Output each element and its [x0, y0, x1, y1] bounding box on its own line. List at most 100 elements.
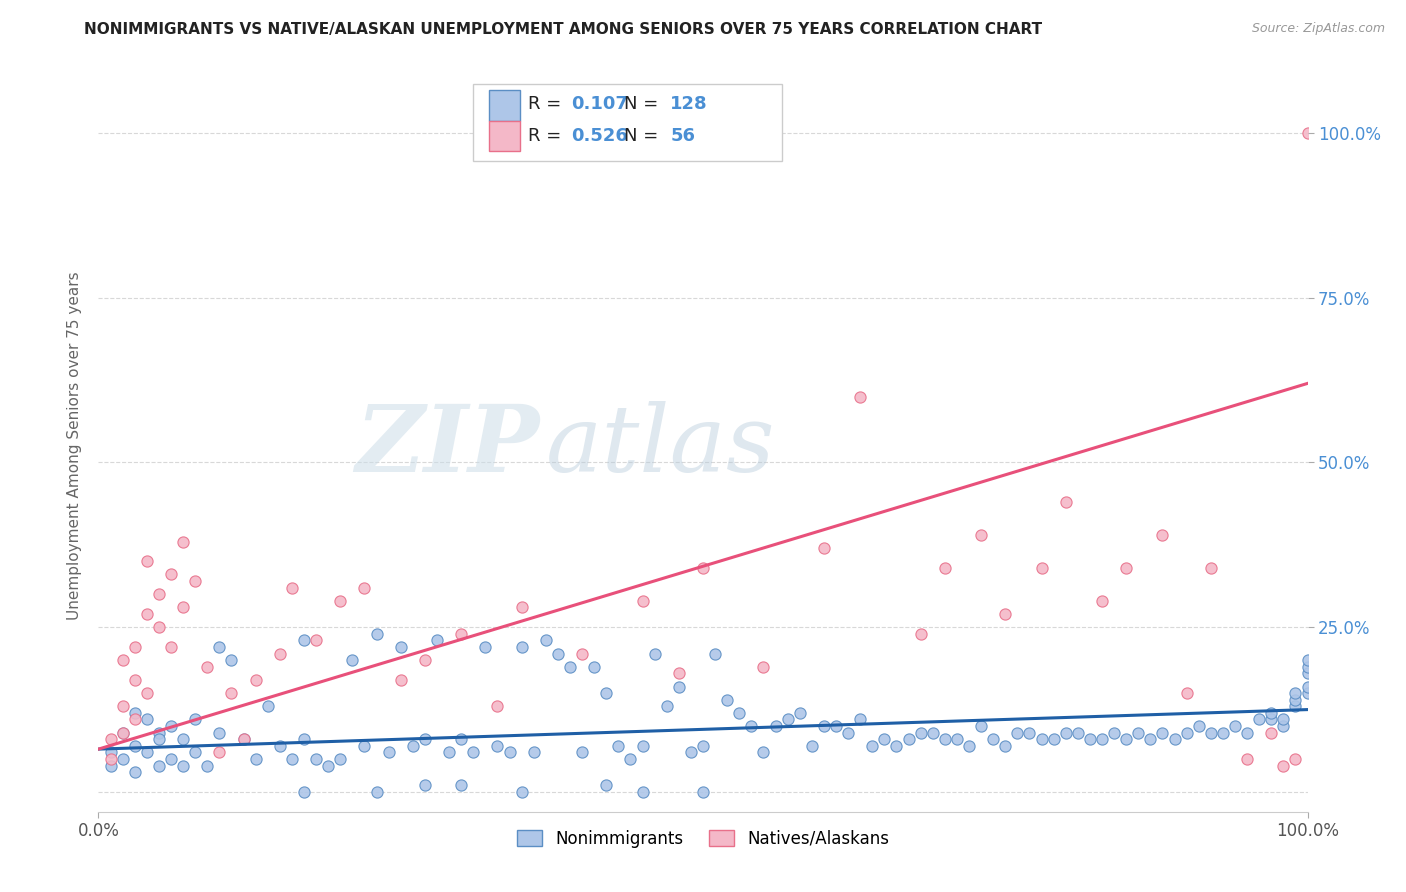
Point [1260, 706, 1282, 720]
Point [668, 680, 690, 694]
Point [366, 627, 388, 641]
Point [1054, 495, 1077, 509]
Point [1260, 725, 1282, 739]
Point [124, 706, 146, 720]
Text: 0.107: 0.107 [571, 95, 628, 113]
Point [148, 620, 170, 634]
Point [135, 554, 157, 568]
Point [631, 594, 654, 608]
Point [292, 785, 315, 799]
Point [486, 699, 509, 714]
Point [124, 640, 146, 654]
Point [704, 647, 727, 661]
Point [474, 640, 496, 654]
Point [172, 534, 194, 549]
Point [329, 594, 352, 608]
Point [305, 752, 328, 766]
Point [172, 600, 194, 615]
Point [486, 739, 509, 753]
Point [994, 607, 1017, 621]
Point [389, 673, 412, 687]
Point [184, 746, 207, 760]
FancyBboxPatch shape [474, 84, 782, 161]
Point [413, 778, 436, 792]
Point [111, 725, 134, 739]
Point [510, 600, 533, 615]
Point [1152, 528, 1174, 542]
Text: 56: 56 [671, 127, 696, 145]
Point [849, 390, 872, 404]
Point [1296, 680, 1319, 694]
Text: R =: R = [527, 95, 567, 113]
Point [463, 746, 485, 760]
Point [910, 627, 932, 641]
Legend: Nonimmigrants, Natives/Alaskans: Nonimmigrants, Natives/Alaskans [510, 823, 896, 855]
Point [124, 739, 146, 753]
Point [510, 640, 533, 654]
Point [232, 732, 254, 747]
Point [124, 673, 146, 687]
Point [195, 659, 218, 673]
Point [1296, 126, 1319, 140]
Text: NONIMMIGRANTS VS NATIVE/ALASKAN UNEMPLOYMENT AMONG SENIORS OVER 75 YEARS CORRELA: NONIMMIGRANTS VS NATIVE/ALASKAN UNEMPLOY… [84, 22, 1042, 37]
Point [740, 719, 762, 733]
Point [970, 528, 993, 542]
Point [886, 739, 908, 753]
Point [269, 739, 291, 753]
Point [547, 647, 569, 661]
Point [1067, 725, 1090, 739]
Point [1272, 719, 1295, 733]
Point [148, 725, 170, 739]
Point [789, 706, 811, 720]
Point [329, 752, 352, 766]
Point [1115, 732, 1137, 747]
Point [172, 758, 194, 772]
Point [934, 561, 956, 575]
Text: N =: N = [624, 127, 665, 145]
Point [232, 732, 254, 747]
Point [1212, 725, 1234, 739]
Point [655, 699, 678, 714]
Point [377, 746, 399, 760]
Point [292, 732, 315, 747]
Point [353, 739, 375, 753]
Point [1139, 732, 1161, 747]
Point [510, 785, 533, 799]
Point [1272, 713, 1295, 727]
Text: 0.526: 0.526 [571, 127, 628, 145]
Point [910, 725, 932, 739]
Point [571, 647, 593, 661]
Point [124, 713, 146, 727]
Point [813, 719, 835, 733]
Point [692, 785, 714, 799]
FancyBboxPatch shape [489, 120, 520, 152]
Point [172, 732, 194, 747]
Point [135, 746, 157, 760]
Point [728, 706, 751, 720]
Point [1078, 732, 1101, 747]
Point [208, 746, 231, 760]
Point [752, 659, 775, 673]
Text: R =: R = [527, 127, 567, 145]
Point [558, 659, 581, 673]
Point [631, 739, 654, 753]
Point [1054, 725, 1077, 739]
Point [837, 725, 859, 739]
Point [111, 725, 134, 739]
Point [1128, 725, 1150, 739]
Point [100, 732, 122, 747]
Point [1031, 561, 1053, 575]
Point [873, 732, 896, 747]
Point [1115, 561, 1137, 575]
Point [1102, 725, 1125, 739]
Text: N =: N = [624, 95, 665, 113]
Point [281, 752, 304, 766]
Point [148, 587, 170, 601]
Point [1284, 692, 1306, 706]
Point [316, 758, 339, 772]
Point [970, 719, 993, 733]
Y-axis label: Unemployment Among Seniors over 75 years: Unemployment Among Seniors over 75 years [67, 272, 83, 620]
Point [269, 647, 291, 661]
Point [849, 713, 872, 727]
Point [245, 752, 267, 766]
